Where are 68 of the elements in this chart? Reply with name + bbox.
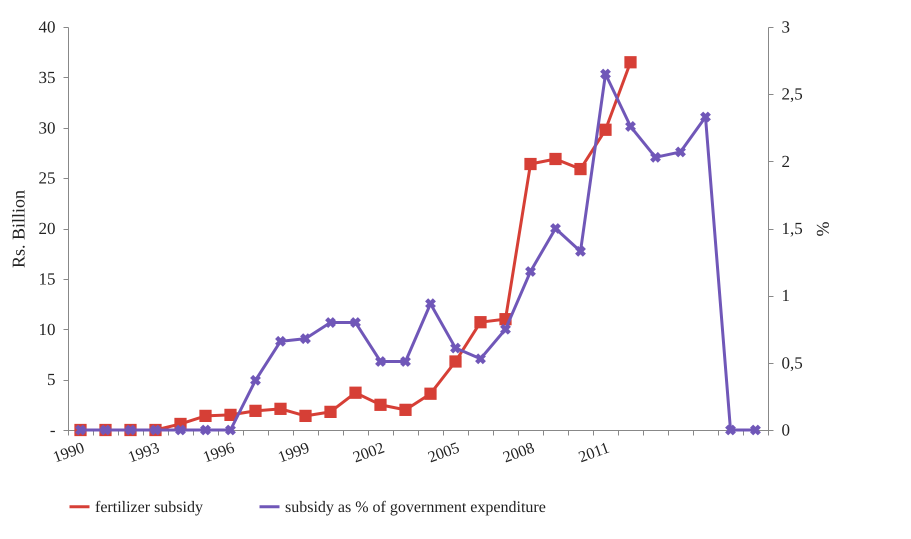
point [574,162,587,176]
point [599,124,612,136]
point [524,158,537,170]
point [600,68,611,80]
point [625,120,636,132]
point [450,342,461,354]
y-tick-label: 10 [38,320,56,339]
y-tick-label: 5 [47,370,56,390]
point [525,266,536,277]
point [475,353,486,364]
x-tick-label: 1999 [276,440,312,466]
point [650,152,661,163]
x-tick-label: 1996 [200,440,237,466]
point [474,316,487,328]
point [175,424,186,436]
y2-tick-label: 0,5 [782,353,803,372]
y-tick-label: 40 [38,18,56,36]
point [325,317,336,328]
y-tick-label: 30 [38,118,56,138]
y-tick-label: 20 [38,219,56,238]
point [449,355,462,368]
legend-label: fertilizer subsidy [95,498,203,516]
point [399,404,412,416]
point [575,246,586,257]
point [349,386,362,399]
point [225,424,236,436]
point [324,406,337,418]
point [425,298,436,310]
point [725,424,736,436]
point [300,333,311,344]
legend-label: subsidy as % of government expenditure [285,498,546,516]
point [624,56,637,68]
y2-axis-title: % [812,222,833,236]
point [375,356,386,367]
point [299,410,312,422]
y2-tick-label: 1,5 [782,219,803,238]
point [350,317,361,328]
y2-tick-label: 3 [782,18,790,36]
y2-tick-label: 2,5 [782,84,803,104]
point [249,404,262,417]
x-tick-label: 2011 [576,440,612,466]
point [549,152,562,166]
y2-tick-label: 0 [782,420,790,440]
point [274,402,287,415]
point [275,336,286,347]
x-tick-label: 2002 [350,440,387,466]
point [700,112,711,122]
y-tick-label: 25 [38,168,56,188]
point [250,374,261,386]
point [750,424,761,436]
point [675,146,686,158]
y2-tick-label: 1 [782,286,790,306]
x-tick-label: 2005 [426,440,462,466]
point [199,410,212,422]
point [400,356,411,367]
point [200,424,211,436]
y-tick-label: 15 [38,269,56,288]
point [550,223,561,234]
point [500,324,511,335]
y-tick-label: - [50,420,56,440]
y-axis-title: Rs. Billion [8,190,28,268]
x-tick-label: 1993 [126,440,162,466]
x-tick-label: 2008 [500,440,537,466]
y2-tick-label: 2 [782,152,790,171]
y-tick-label: 35 [38,68,56,87]
point [374,398,387,411]
x-tick-label: 1990 [50,440,87,466]
point [424,388,437,400]
